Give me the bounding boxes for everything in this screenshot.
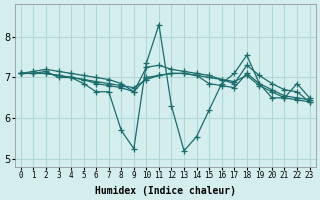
X-axis label: Humidex (Indice chaleur): Humidex (Indice chaleur) xyxy=(95,186,236,196)
